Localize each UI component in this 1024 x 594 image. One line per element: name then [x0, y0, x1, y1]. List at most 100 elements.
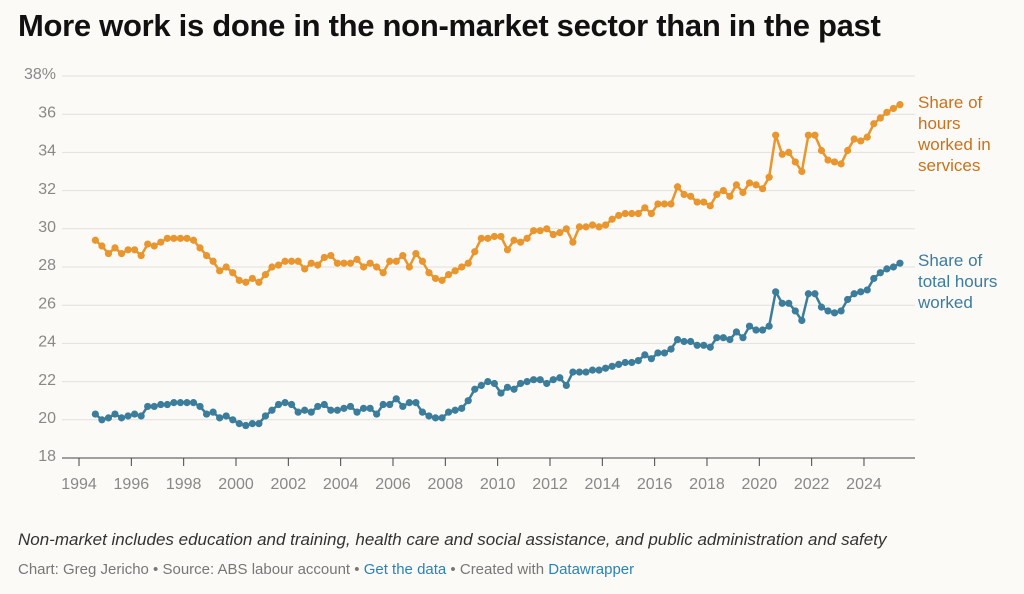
point	[732, 181, 741, 189]
point	[752, 326, 760, 334]
point	[896, 259, 904, 267]
y-tick-label: 24	[38, 334, 56, 351]
point	[889, 104, 898, 113]
point	[647, 355, 655, 363]
point	[229, 269, 237, 277]
point	[700, 198, 708, 206]
point	[844, 295, 852, 304]
point	[588, 366, 597, 374]
point	[235, 420, 243, 428]
point	[739, 334, 747, 342]
point	[870, 274, 878, 283]
point	[510, 236, 518, 244]
point	[739, 188, 747, 197]
point	[418, 408, 427, 416]
point	[189, 399, 198, 407]
point	[399, 402, 407, 411]
point	[222, 263, 230, 271]
point	[104, 414, 113, 422]
point	[471, 385, 479, 393]
point	[438, 414, 446, 422]
byline: Chart: Greg Jericho	[18, 561, 149, 578]
point	[654, 349, 662, 357]
point	[549, 376, 557, 384]
point	[883, 108, 891, 116]
point	[268, 406, 276, 414]
point	[706, 202, 714, 210]
point	[713, 334, 721, 342]
point	[857, 137, 865, 145]
point	[575, 368, 584, 376]
point	[431, 414, 440, 422]
point	[301, 406, 309, 414]
point	[405, 399, 413, 407]
point	[595, 366, 603, 374]
y-tick-label: 32	[38, 181, 56, 198]
point	[850, 135, 858, 143]
point	[216, 414, 224, 422]
point	[804, 131, 812, 139]
tool-link[interactable]: Datawrapper	[548, 561, 635, 578]
point	[543, 225, 551, 233]
point	[824, 307, 832, 315]
series-line	[94, 262, 901, 427]
point	[458, 263, 466, 271]
point	[157, 238, 165, 246]
x-tick-label: 1996	[114, 476, 150, 493]
point	[811, 290, 819, 298]
point	[373, 410, 381, 418]
point	[628, 358, 636, 367]
point	[660, 200, 669, 208]
point	[216, 267, 224, 275]
point	[497, 232, 505, 241]
point	[798, 316, 806, 325]
point	[608, 215, 616, 223]
point	[294, 257, 302, 265]
point	[320, 253, 328, 262]
point	[693, 341, 701, 349]
point	[366, 404, 374, 412]
source: Source: ABS labour account	[162, 561, 351, 578]
point	[425, 412, 433, 420]
point	[889, 263, 898, 271]
point	[451, 267, 459, 275]
y-tick-label: 36	[38, 104, 56, 121]
point	[412, 399, 420, 407]
point	[242, 421, 250, 430]
point	[117, 414, 126, 422]
point	[497, 389, 505, 397]
point	[628, 209, 636, 218]
data-link[interactable]: Get the data	[363, 561, 447, 578]
point	[399, 251, 407, 260]
point	[91, 410, 99, 418]
point	[844, 146, 852, 155]
series-label: Share of hours worked in services	[918, 92, 991, 175]
point	[255, 278, 263, 286]
point	[307, 259, 315, 267]
x-tick-label: 2004	[323, 476, 359, 493]
point	[765, 173, 773, 181]
point	[752, 181, 760, 189]
point	[569, 238, 577, 246]
point	[346, 259, 355, 267]
point	[896, 101, 904, 109]
point	[490, 379, 498, 388]
point	[660, 349, 669, 357]
point	[745, 179, 754, 187]
point	[229, 416, 237, 424]
point	[373, 263, 381, 271]
point	[333, 259, 341, 267]
x-tick-label: 1994	[61, 476, 97, 493]
point	[202, 410, 211, 418]
point	[876, 114, 884, 122]
point	[209, 257, 217, 265]
point	[575, 223, 584, 231]
point	[379, 400, 387, 409]
chart-note: Non-market includes education and traini…	[18, 530, 887, 549]
point	[785, 148, 793, 156]
point	[615, 360, 623, 369]
point	[274, 261, 283, 269]
point	[745, 322, 754, 330]
point	[817, 146, 826, 155]
